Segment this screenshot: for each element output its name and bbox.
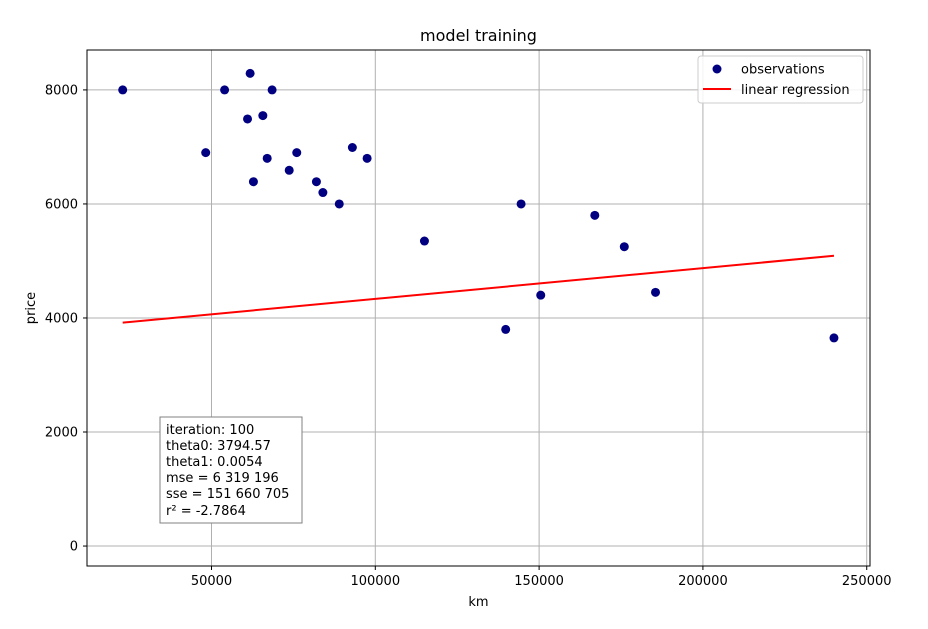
observation-point	[118, 85, 128, 95]
observation-point	[258, 111, 268, 121]
observation-point	[292, 148, 302, 158]
observation-point	[311, 177, 321, 187]
info-sse: sse = 151 660 705	[166, 487, 289, 502]
info-r-squared: r² = -2.7864	[166, 504, 246, 519]
info-box-frame	[159, 416, 303, 524]
observation-point	[220, 85, 230, 95]
y-tick-label: 4000	[45, 311, 78, 326]
y-tick-label: 6000	[45, 197, 78, 212]
info-theta1: theta1: 0.0054	[166, 455, 263, 470]
info-theta0: theta0: 3794.57	[166, 439, 271, 454]
observation-point	[267, 85, 277, 95]
observation-point	[201, 148, 211, 158]
legend-observations-marker	[712, 64, 722, 74]
y-axis-ticks: 0 2000 4000 6000 8000	[45, 83, 87, 555]
y-tick-label: 0	[70, 540, 78, 555]
observation-point	[262, 153, 272, 163]
observation-points	[118, 68, 839, 343]
y-tick-label: 8000	[45, 83, 78, 98]
observation-point	[516, 199, 526, 209]
info-mse: mse = 6 319 196	[166, 471, 279, 486]
chart-title: model training	[420, 26, 537, 45]
x-axis-ticks: 50000 100000 150000 200000 250000	[191, 566, 892, 589]
observation-point	[419, 236, 429, 246]
observation-point	[362, 153, 372, 163]
observation-point	[651, 287, 661, 297]
observation-point	[347, 142, 357, 152]
info-iteration: iteration: 100	[166, 423, 254, 438]
observation-point	[248, 177, 258, 187]
regression-line-layer	[122, 254, 835, 324]
training-info-box: iteration: 100 theta0: 3794.57 theta1: 0…	[159, 416, 303, 524]
observation-point	[501, 324, 511, 334]
y-tick-label: 2000	[45, 426, 78, 441]
observation-point	[334, 199, 344, 209]
regression-line	[122, 254, 835, 324]
observation-point	[829, 333, 839, 343]
x-tick-label: 200000	[678, 574, 728, 589]
observation-point	[619, 242, 629, 252]
legend-observations-label: observations	[741, 63, 825, 78]
x-tick-label: 150000	[514, 574, 564, 589]
observation-point	[284, 165, 294, 175]
observation-point	[590, 210, 600, 220]
observation-point	[536, 290, 546, 300]
x-axis-label: km	[468, 595, 488, 610]
y-axis-label: price	[24, 292, 39, 324]
legend-regression-label: linear regression	[741, 83, 850, 98]
observation-point	[318, 188, 328, 198]
plot-frame	[86, 49, 871, 567]
x-tick-label: 50000	[191, 574, 232, 589]
legend: observations linear regression	[697, 55, 864, 104]
legend-box	[697, 55, 864, 104]
x-tick-label: 100000	[350, 574, 400, 589]
x-tick-label: 250000	[842, 574, 892, 589]
observation-point	[245, 68, 255, 78]
observation-point	[243, 114, 253, 124]
